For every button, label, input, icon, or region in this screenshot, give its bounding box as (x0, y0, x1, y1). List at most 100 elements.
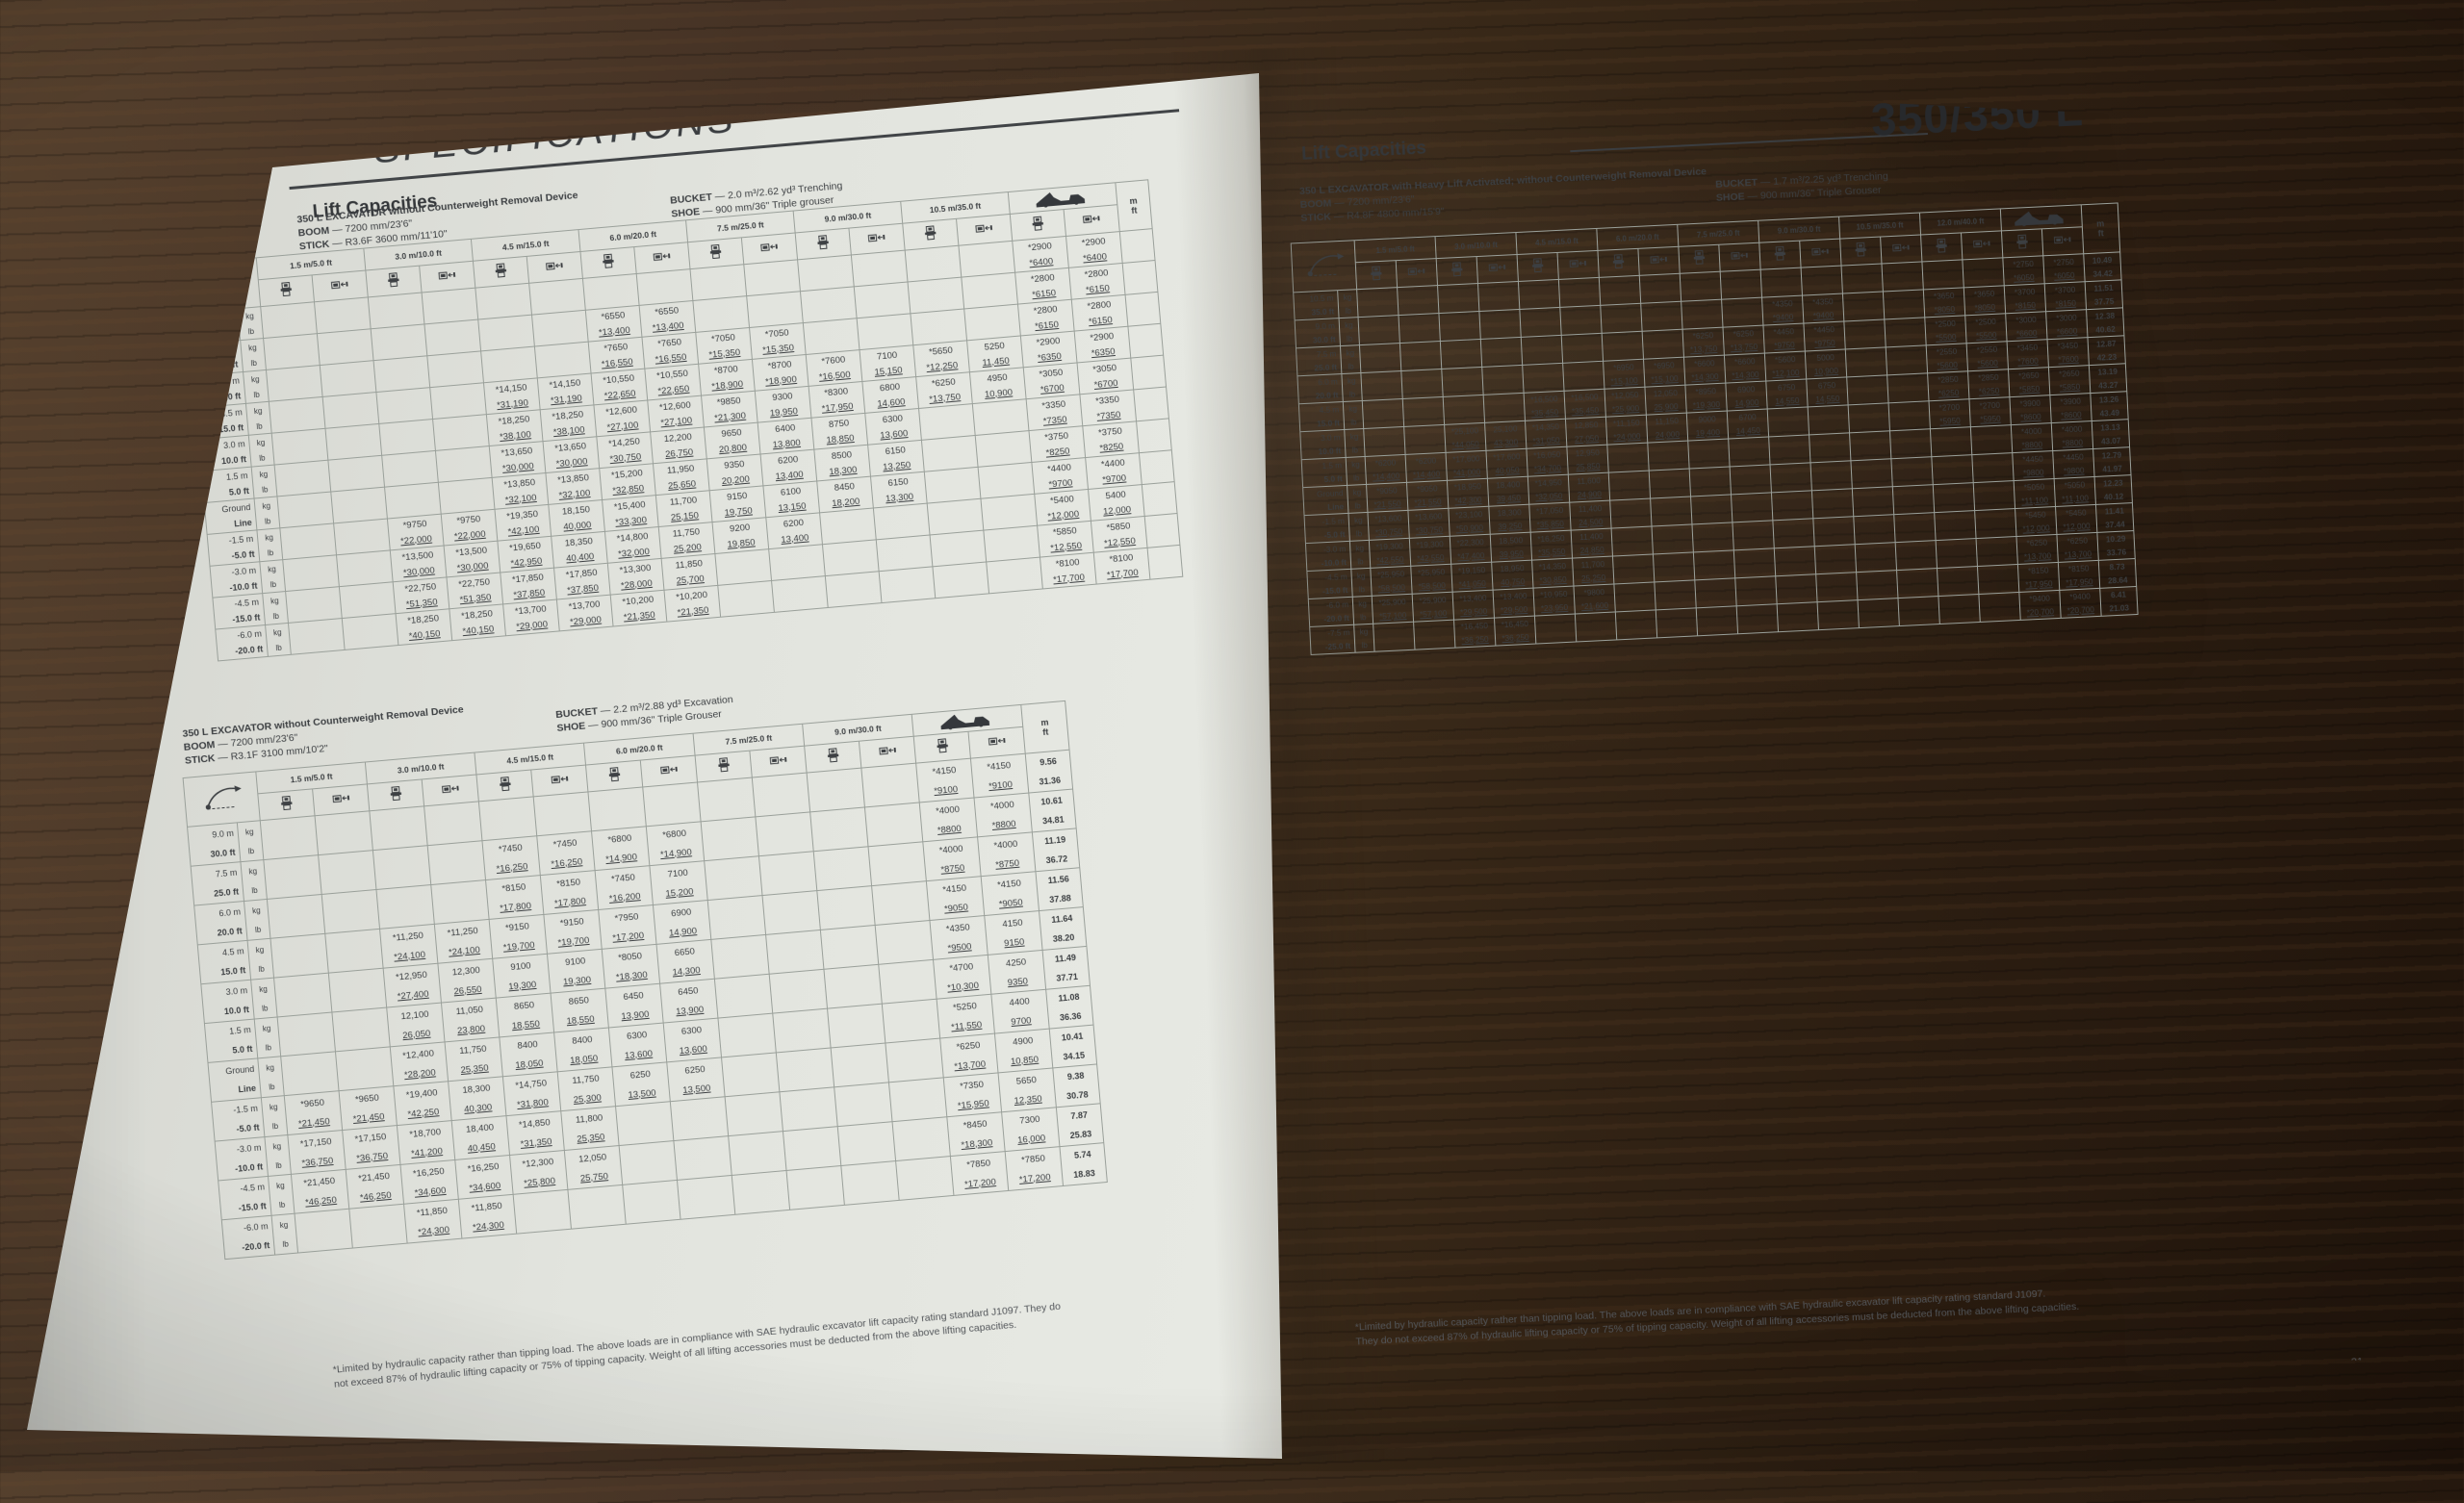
capacity-cell: 7100 (650, 861, 706, 885)
capacity-cell: *9150 (544, 909, 601, 933)
capacity-cell: 26,550 (440, 979, 497, 1003)
capacity-cell (327, 949, 384, 973)
capacity-cell: *16,550 (643, 348, 698, 369)
capacity-cell (800, 287, 855, 307)
reach-cell: 42.23 (2089, 349, 2126, 365)
capacity-cell (876, 535, 931, 555)
capacity-cell: *8300 (808, 381, 863, 401)
capacity-cell (1843, 305, 1885, 321)
load-point-header: 4.5 m/15.0 ft (475, 743, 586, 775)
capacity-cell: *31,800 (504, 1091, 561, 1115)
capacity-cell: *30,000 (392, 561, 447, 581)
capacity-cell (1922, 260, 1964, 276)
capacity-cell: *13,700 (556, 595, 611, 615)
capacity-cell (927, 498, 982, 519)
capacity-cell (1883, 290, 1924, 306)
capacity-cell (1976, 537, 2017, 553)
capacity-cell: 25,850 (1568, 459, 1609, 475)
capacity-cell: *25,900 (1605, 401, 1647, 418)
height-label: Ground (208, 1058, 260, 1083)
capacity-cell: *13,850 (546, 469, 601, 489)
capacity-cell (1816, 586, 1858, 602)
capacity-cell (621, 1160, 678, 1185)
capacity-cell (1696, 592, 1737, 608)
reach-cell: 12.79 (2093, 447, 2131, 463)
capacity-cell: 40,000 (550, 516, 604, 536)
capacity-cell (896, 1157, 953, 1181)
reach-cell: 37.88 (1038, 887, 1084, 910)
capacity-cell: *18,950 (1447, 478, 1488, 495)
capacity-cell (676, 1156, 732, 1180)
capacity-cell: 11,150 (1646, 413, 1687, 429)
capacity-cell: *9750 (441, 509, 496, 529)
capacity-cell (584, 290, 639, 310)
capacity-cell (1720, 269, 1761, 286)
capacity-cell: *9050 (928, 896, 985, 920)
capacity-cell: *4400 (1086, 453, 1141, 473)
height-label: 5.0 ft (203, 483, 254, 503)
capacity-cell (1777, 602, 1818, 619)
capacity-cell (1887, 373, 1929, 390)
capacity-cell: *18,250 (486, 410, 541, 430)
capacity-cell (1854, 528, 1895, 545)
unit-label: lb (260, 1076, 285, 1098)
capacity-cell: *14,950 (1527, 474, 1569, 491)
capacity-cell (437, 462, 492, 482)
lift-over-side-icon (312, 270, 368, 302)
capacity-cell (1691, 495, 1732, 511)
capacity-cell: *47,400 (1450, 548, 1492, 565)
reach-cell: 37.71 (1044, 966, 1091, 989)
capacity-cell (1563, 375, 1604, 392)
reach-cell: 36.36 (1047, 1006, 1093, 1029)
capacity-cell (981, 494, 1036, 514)
capacity-cell: *17,200 (1007, 1166, 1064, 1190)
capacity-cell: 12,050 (564, 1146, 621, 1170)
capacity-cell (1398, 299, 1439, 316)
capacity-cell (1401, 369, 1443, 385)
unit-label: lb (243, 879, 268, 902)
capacity-cell (1891, 457, 1933, 473)
capacity-cell (1889, 429, 1931, 446)
capacity-cell: *6250 (940, 1033, 997, 1057)
capacity-cell: *19,150 (1451, 562, 1493, 578)
capacity-cell (1768, 420, 1810, 437)
capacity-cell: *8800 (2052, 435, 2093, 451)
capacity-cell: *2900 (1066, 232, 1121, 252)
capacity-cell: *7850 (1005, 1147, 1062, 1171)
capacity-cell: 9000 (1686, 411, 1728, 427)
height-label: 25.0 ft (1296, 360, 1342, 376)
capacity-cell (1562, 347, 1604, 364)
capacity-cell (274, 460, 329, 480)
capacity-cell (1361, 371, 1402, 388)
capacity-cell (1732, 506, 1773, 522)
height-label: -4.5 m (1307, 569, 1352, 585)
capacity-cell (863, 783, 920, 807)
capacity-cell: 18,500 (1490, 532, 1531, 548)
capacity-cell (619, 1141, 676, 1165)
capacity-cell (1522, 349, 1563, 366)
capacity-cell (1887, 387, 1929, 403)
capacity-cell: *21,350 (612, 606, 667, 626)
capacity-cell: *9100 (972, 774, 1029, 798)
capacity-cell (277, 492, 332, 512)
capacity-cell: *9400 (2060, 588, 2101, 604)
capacity-cell (1816, 573, 1858, 589)
capacity-cell (762, 891, 819, 915)
capacity-cell: *9100 (917, 778, 974, 802)
capacity-cell (987, 557, 1041, 577)
capacity-cell: *2900 (1074, 326, 1129, 346)
lift-over-side-icon (1961, 231, 2002, 260)
capacity-cell (1974, 495, 2015, 511)
height-label: 9.0 m (188, 309, 239, 329)
spec-line: STICK — R3.6F 3600 mm/11'10" (298, 208, 672, 254)
capacity-cell (815, 866, 872, 890)
capacity-cell (810, 807, 867, 831)
capacity-cell (422, 288, 476, 308)
unit-label: lb (1354, 638, 1374, 652)
capacity-cell (588, 787, 645, 811)
capacity-cell (828, 1004, 885, 1028)
unit-label: kg (251, 978, 276, 1000)
capacity-cell (1362, 398, 1403, 415)
